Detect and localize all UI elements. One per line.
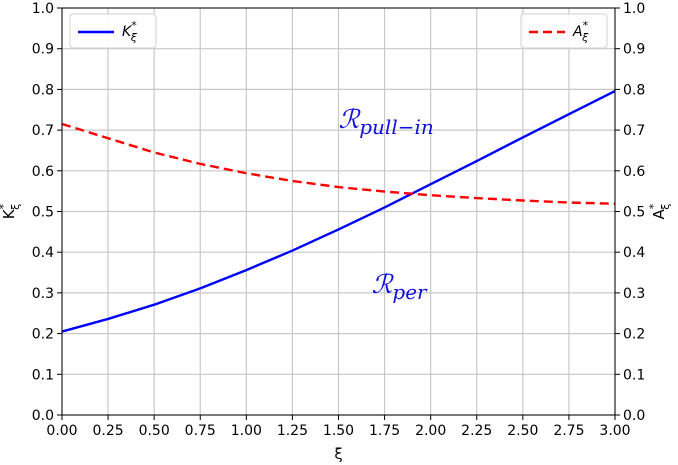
- y-right-tick-label: 0.0: [623, 408, 645, 424]
- x-tick-label: 1.25: [277, 423, 308, 439]
- y-left-tick-label: 0.3: [32, 286, 54, 302]
- x-tick-label: 2.75: [553, 423, 584, 439]
- x-tick-label: 1.00: [231, 423, 262, 439]
- y-left-tick-label: 0.0: [32, 408, 54, 424]
- symbol-superscript: *: [647, 203, 660, 209]
- annotation-r: ℛ: [339, 105, 362, 135]
- y-right-tick-label: 0.3: [623, 286, 645, 302]
- x-tick-label: 3.00: [599, 423, 630, 439]
- x-tick-label: 2.00: [415, 423, 446, 439]
- annotation-r: ℛ: [372, 270, 395, 300]
- y-right-tick-label: 0.4: [623, 245, 645, 261]
- x-tick-label: 2.50: [507, 423, 538, 439]
- symbol-base: K: [0, 208, 18, 219]
- x-tick-label: 0.25: [92, 423, 123, 439]
- symbol-base: K: [122, 24, 133, 40]
- x-tick-label: 0.75: [185, 423, 216, 439]
- y-left-tick-label: 0.5: [32, 205, 54, 221]
- x-tick-label: 1.75: [369, 423, 400, 439]
- y-right-tick-label: 0.5: [623, 205, 645, 221]
- y-left-tick-label: 0.8: [32, 82, 54, 98]
- tick-layer: 0.00 0.25 0.50 0.75 1.00 1.25 1.50 1.75 2.00 2.25…: [32, 1, 646, 439]
- y-right-tick-label: 0.8: [623, 82, 645, 98]
- a-xi-series-line: [61, 122, 616, 205]
- series-layer: [61, 89, 616, 333]
- y-right-tick-label: 0.1: [623, 367, 645, 383]
- annotation-subscript: per: [392, 280, 428, 304]
- x-axis-label: ξ: [334, 445, 342, 463]
- y-left-tick-label: 1.0: [32, 1, 54, 17]
- annotation-pull-in-region: ℛpull−in: [339, 105, 434, 139]
- y-left-tick-label: 0.4: [32, 245, 54, 261]
- y-right-tick-label: 0.7: [623, 123, 645, 139]
- x-tick-label: 0.00: [46, 423, 77, 439]
- y-left-tick-label: 0.2: [32, 327, 54, 343]
- y-left-tick-label: 0.7: [32, 123, 54, 139]
- y-right-tick-label: 1.0: [623, 1, 645, 17]
- symbol-superscript: *: [0, 203, 10, 209]
- annotation-per-region: ℛper: [372, 270, 428, 304]
- y-axis-left-label: K*ξ: [0, 203, 22, 219]
- y-right-tick-label: 0.2: [623, 327, 645, 343]
- x-tick-label: 2.25: [461, 423, 492, 439]
- annotation-subscript: pull−in: [359, 115, 434, 139]
- y-left-tick-label: 0.6: [32, 164, 54, 180]
- y-axis-right-label: A*ξ: [647, 203, 672, 219]
- x-tick-label: 1.50: [323, 423, 354, 439]
- legends: K* ξ A* ξ: [69, 13, 608, 49]
- legend-label: A* ξ: [572, 19, 589, 44]
- x-tick-label: 0.50: [139, 423, 170, 439]
- k-xi-series-line: [61, 89, 616, 333]
- symbol-subscript: ξ: [659, 204, 672, 210]
- symbol-superscript: *: [131, 19, 137, 32]
- symbol-subscript: ξ: [130, 31, 138, 44]
- symbol-superscript: *: [583, 19, 589, 32]
- y-left-tick-label: 0.1: [32, 367, 54, 383]
- grid: [61, 7, 616, 416]
- symbol-base: A: [572, 24, 583, 40]
- y-right-tick-label: 0.9: [623, 42, 645, 58]
- y-right-tick-label: 0.6: [623, 164, 645, 180]
- legend-label: K* ξ: [122, 19, 138, 44]
- symbol-subscript: ξ: [9, 204, 22, 210]
- symbol-subscript: ξ: [581, 31, 589, 44]
- symbol-base: A: [650, 208, 668, 219]
- y-left-tick-label: 0.9: [32, 42, 54, 58]
